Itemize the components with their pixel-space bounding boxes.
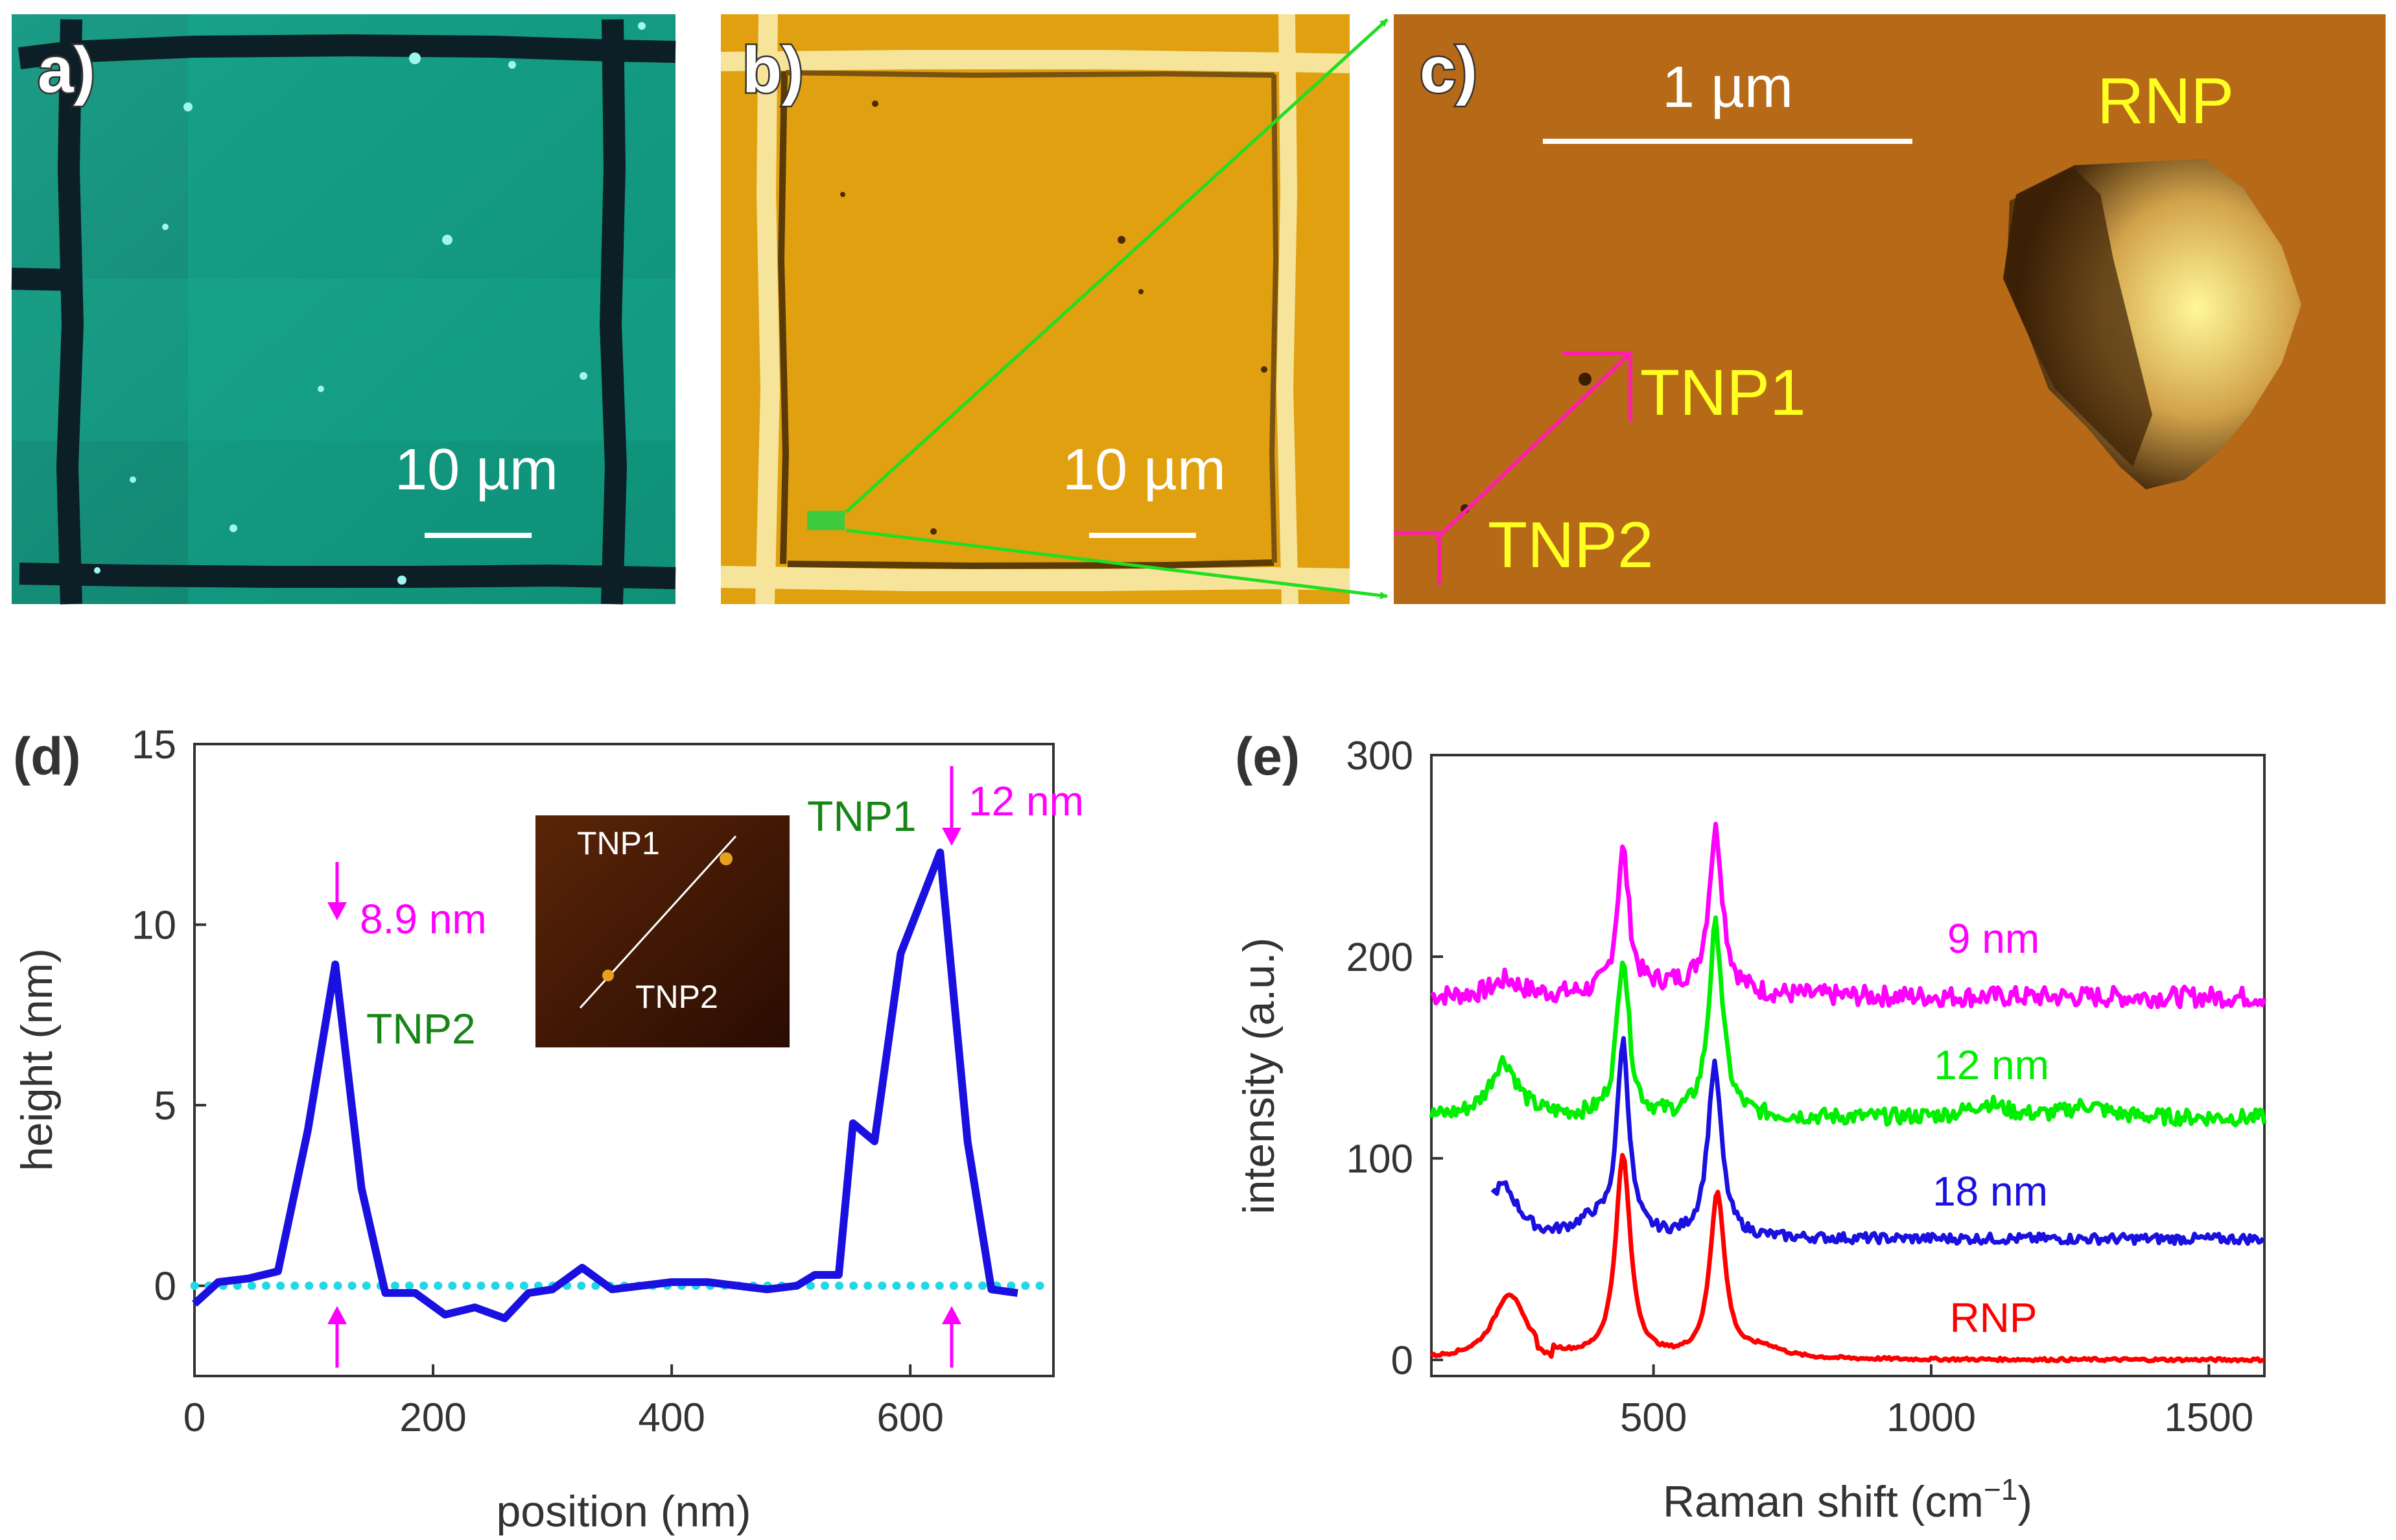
tnp1-label: TNP1 [1640,356,1806,429]
y-axis-label: intensity (a.u.) [1234,937,1284,1214]
y-axis-label: height (nm) [12,948,62,1171]
y-tick-label: 300 [1346,734,1413,778]
label-9nm: 9 nm [1947,915,2039,962]
panel-b-label: b) [742,34,803,106]
y-tick-label: 5 [154,1084,176,1128]
zoom-arrow-top [845,18,1389,513]
x-tick-label: 1000 [1886,1395,1976,1440]
panel-d-label: (d) [13,727,81,786]
grid-lines [11,19,676,605]
label-rnp: RNP [1949,1294,2037,1341]
panel-b-scalebar-label: 10 µm [1063,438,1226,502]
inset-label-tnp2: TNP2 [635,979,718,1015]
zoom-arrow-bottom [845,528,1388,600]
x-tick-label: 0 [183,1395,206,1440]
plot-frame [1430,754,2266,1377]
panel-a-scalebar-label: 10 µm [395,438,558,502]
tnp2-label: TNP2 [1488,509,1654,581]
panel-c-label: c) [1420,34,1477,106]
annot-12nm: 12 nm [969,778,1084,824]
annotations: 8.9 nm 12 nm TNP2 TNP1 [327,766,1084,1368]
y-tick-label: 15 [132,723,176,767]
particles [840,100,1267,535]
x-tick-label: 400 [638,1395,705,1440]
zoom-region [807,511,845,530]
panel-a-image [12,14,675,604]
y-tick-label: 10 [132,904,176,948]
particles [94,22,646,585]
annot-tnp1: TNP1 [807,792,917,840]
inset-label-tnp1: TNP1 [577,825,660,861]
label-12nm: 12 nm [1934,1042,2049,1088]
spectrum-rnp [1429,1152,2265,1364]
y-tick-label: 200 [1346,935,1413,980]
chart-d: (d) 0 200 400 600 0 5 10 15 position (nm) heigh… [12,723,1084,1536]
spectrum-12nm [1429,915,2267,1128]
x-tick-label: 200 [399,1395,466,1440]
spectrum-9nm [1430,821,2267,1009]
height-profile-line [191,848,1018,1322]
y-tick-label: 0 [154,1265,176,1309]
y-tick-label: 100 [1346,1137,1413,1182]
label-18nm: 18 nm [1932,1168,2048,1215]
inset-image: TNP1 TNP2 [535,815,790,1047]
chart-e: (e) 500 1000 1500 0 100 200 300 Raman shift (c… [1234,727,2267,1526]
x-tick-label: 500 [1620,1395,1687,1440]
panel-b-image [721,14,1350,604]
x-tick-label: 600 [876,1395,943,1440]
x-tick-label: 1500 [2164,1395,2253,1440]
x-axis-label: Raman shift (cm−1) [1663,1473,2032,1526]
y-tick-label: 0 [1391,1338,1413,1383]
panel-a: a) 10 µm [11,14,676,605]
panel-a-label: a) [38,34,95,106]
annot-8-9nm: 8.9 nm [360,896,487,942]
rnp-label: RNP [2097,65,2234,137]
spectrum-18nm [1490,1036,2266,1246]
plot-frame [193,743,1055,1377]
x-axis-label: position (nm) [496,1487,751,1536]
tnp1-particle [1579,373,1591,386]
panel-e-label: (e) [1235,727,1300,786]
panel-c-scalebar-label: 1 µm [1662,55,1793,120]
panel-c: c) 1 µm RNP TNP1 TNP2 [1394,14,2386,604]
grid-lines [720,14,1350,605]
annot-tnp2: TNP2 [366,1005,476,1053]
profile-line [1394,351,1632,585]
panel-b: b) 10 µm [720,14,1350,605]
